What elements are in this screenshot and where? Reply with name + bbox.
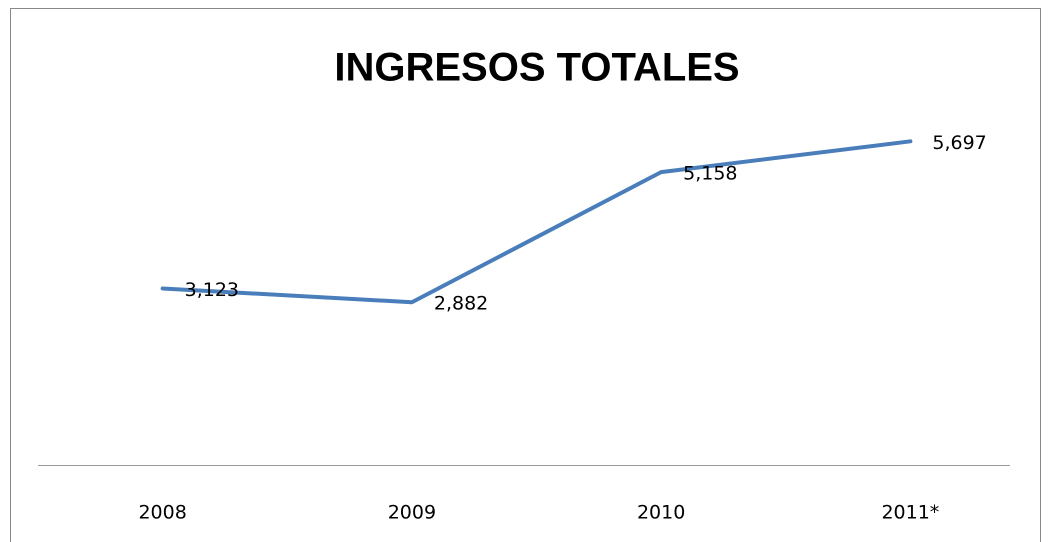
data-label: 2,882 (434, 293, 488, 315)
x-tick-label: 2008 (138, 502, 186, 524)
chart-frame (10, 8, 1041, 542)
x-tick-label: 2010 (637, 502, 685, 524)
data-label: 5,697 (932, 132, 986, 154)
data-label: 5,158 (683, 163, 737, 185)
x-tick-label: 2009 (388, 502, 436, 524)
chart-title: INGRESOS TOTALES (334, 46, 739, 90)
data-line (160, 139, 913, 305)
data-label: 3,123 (185, 279, 239, 301)
x-tick-label: 2011* (881, 502, 939, 524)
